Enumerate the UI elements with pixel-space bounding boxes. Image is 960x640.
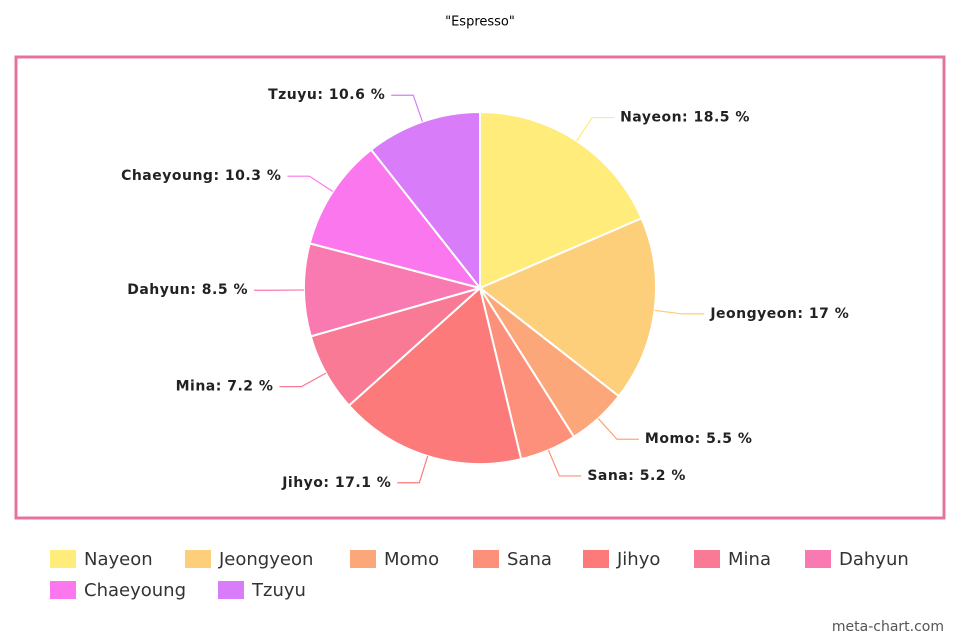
credit: meta-chart.com: [832, 619, 944, 635]
pie-slice: [308, 148, 483, 290]
plot-border: [14, 55, 946, 520]
legend-label: Jihyo: [616, 549, 660, 570]
data-label: Sana: 5.2 %: [587, 468, 686, 484]
leader-line: [576, 116, 615, 142]
data-label: Momo: 5.5 %: [645, 431, 752, 447]
data-label: Jeongyeon: 17 %: [709, 306, 849, 322]
legend-label: Momo: [384, 549, 439, 570]
legend-label: Nayeon: [84, 549, 153, 570]
pie-slice: [479, 110, 643, 290]
data-label: Mina: 7.2 %: [176, 379, 274, 395]
data-label: Nayeon: 18.5 %: [620, 110, 750, 126]
legend-swatch: [218, 581, 244, 599]
legend-label: Dahyun: [839, 549, 909, 570]
data-label: Tzuyu: 10.6 %: [268, 87, 385, 103]
legend-swatch: [473, 550, 499, 568]
data-label: Chaeyoung: 10.3 %: [121, 168, 281, 184]
data-label: Dahyun: 8.5 %: [127, 282, 248, 298]
pie-slice: [347, 286, 523, 465]
legend-swatch: [694, 550, 720, 568]
legend-label: Sana: [507, 549, 552, 570]
legend-swatch: [350, 550, 376, 568]
leader-line: [654, 309, 705, 315]
data-label: Jihyo: 17.1 %: [281, 475, 391, 491]
pie-slice: [369, 110, 481, 291]
legend-swatch: [583, 550, 609, 568]
legend-swatch: [185, 550, 211, 568]
legend-label: Tzuyu: [251, 580, 306, 601]
leader-line: [279, 372, 327, 388]
legend-label: Mina: [728, 549, 771, 570]
leader-line: [397, 455, 429, 484]
legend-swatch: [50, 581, 76, 599]
leader-line: [287, 175, 334, 193]
legend-label: Jeongyeon: [218, 549, 313, 570]
leader-line: [547, 449, 582, 477]
chart-title: "Espresso": [445, 15, 515, 30]
leader-line: [391, 94, 423, 122]
legend-swatch: [805, 550, 831, 568]
legend-swatch: [50, 550, 76, 568]
pie-slice: [303, 242, 484, 338]
legend-label: Chaeyoung: [84, 580, 186, 601]
leader-line: [597, 418, 639, 440]
